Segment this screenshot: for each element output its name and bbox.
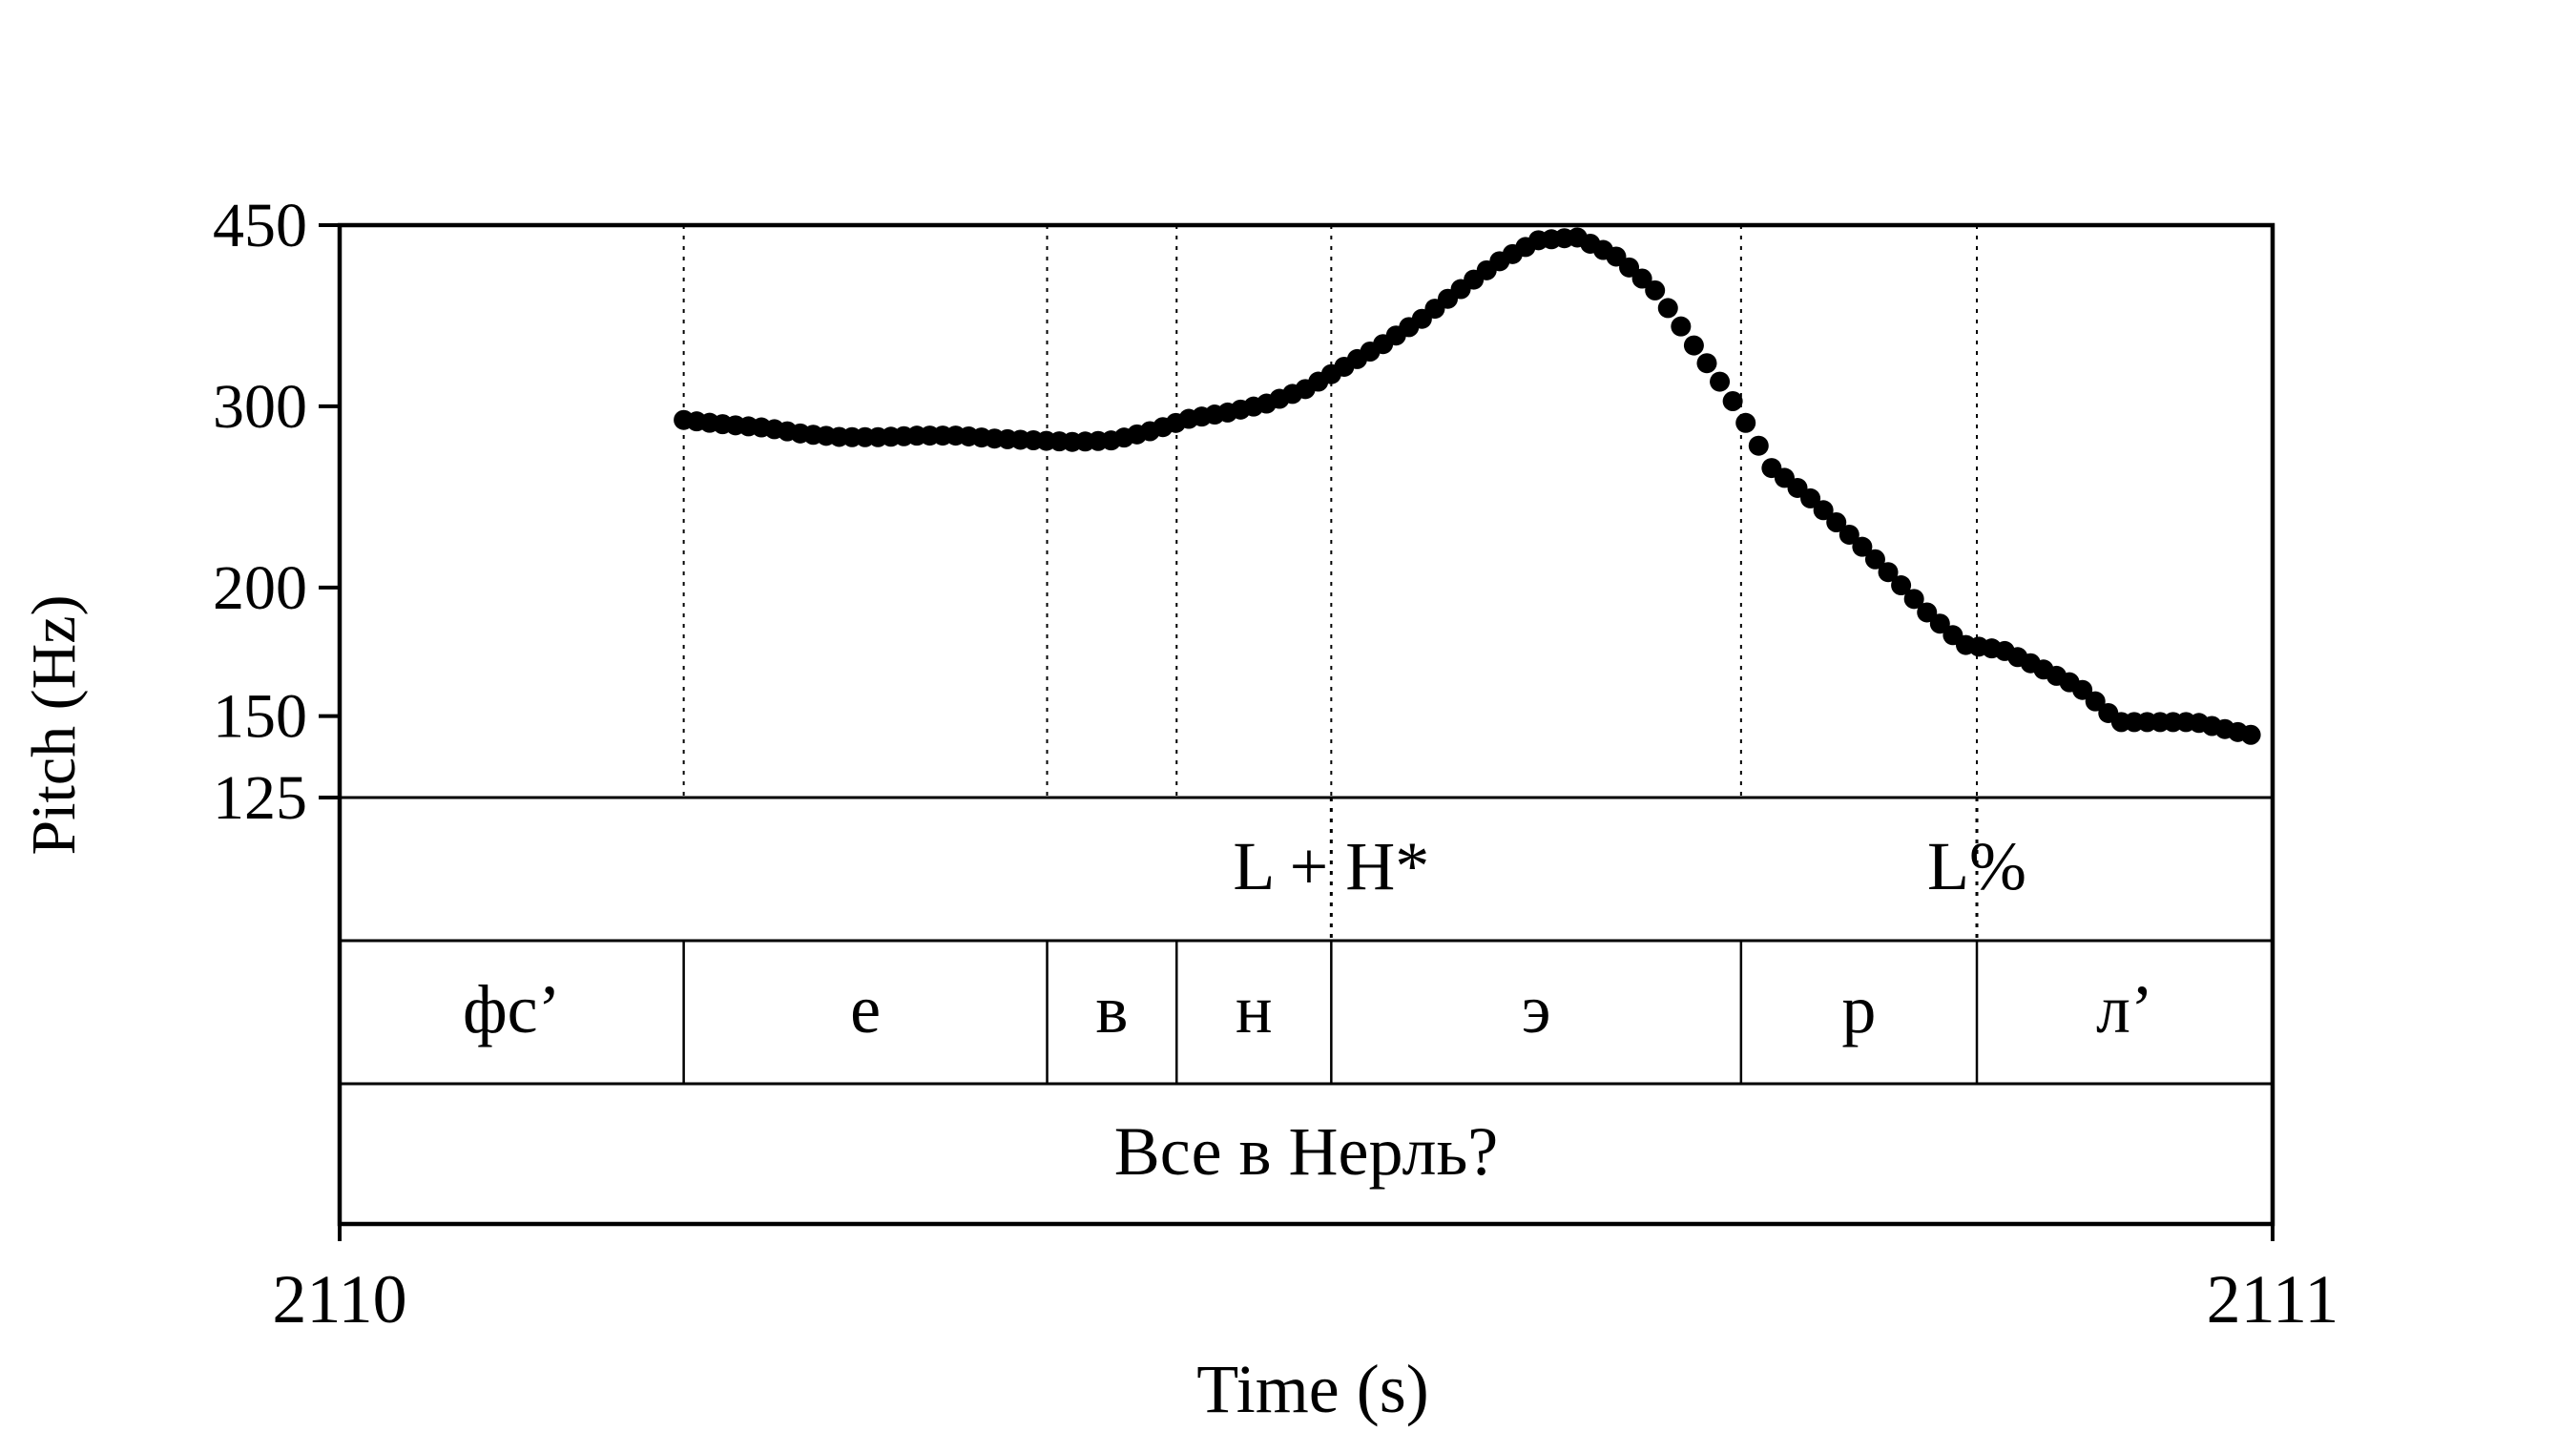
pitch-point (2072, 679, 2093, 700)
pitch-point (1826, 512, 1847, 533)
pitch-point (2240, 724, 2261, 745)
pitch-point (1657, 298, 1678, 319)
segment-label: л’ (2096, 971, 2153, 1047)
segment-label: н (1236, 971, 1273, 1047)
sentence-label: Все в Нерль? (1114, 1113, 1499, 1190)
pitch-point (1671, 316, 1692, 337)
pitch-point (1696, 353, 1717, 374)
y-axis-label: Pitch (Hz) (19, 594, 89, 855)
segment-label: фс’ (463, 971, 561, 1047)
pitch-point (1748, 435, 1769, 456)
plot-area (674, 225, 2261, 798)
pitch-point (1878, 562, 1899, 583)
pitch-point (1852, 536, 1873, 557)
pitch-point (1903, 589, 1924, 610)
y-tick-label: 125 (213, 763, 307, 833)
tone-label: L + H* (1233, 828, 1429, 904)
segment-label: е (850, 971, 881, 1047)
x-axis-label: Time (s) (1196, 1351, 1428, 1427)
pitch-point (1839, 524, 1859, 545)
pitch-point (1929, 613, 1950, 634)
pitch-point (1735, 412, 1756, 433)
segment-label: р (1841, 971, 1876, 1047)
y-tick-label: 200 (213, 553, 307, 623)
y-tick-label: 450 (213, 191, 307, 260)
segment-label: в (1095, 971, 1128, 1047)
x-tick-label: 2110 (272, 1261, 406, 1338)
segment-label: э (1522, 971, 1551, 1047)
pitch-point (1683, 335, 1704, 356)
pitch-point (1813, 500, 1834, 521)
tone-label: L% (1927, 828, 2026, 904)
pitch-point (1645, 280, 1666, 301)
pitch-point (1917, 602, 1938, 623)
pitch-point (1722, 390, 1743, 411)
pitch-point (1891, 575, 1912, 596)
pitch-point (1864, 549, 1885, 570)
pitch-point (1800, 487, 1821, 508)
x-tick-label: 2111 (2207, 1261, 2339, 1338)
y-tick-label: 300 (213, 372, 307, 442)
pitch-point (1631, 268, 1652, 289)
annotation-tiers: L + H* L% фс’ е в н э р л’ Все в Нерль? (340, 796, 2273, 1190)
pitch-point (1710, 371, 1731, 392)
plot-frame (337, 222, 2275, 1227)
pitch-point (2085, 691, 2106, 712)
y-tick-label: 150 (213, 682, 307, 752)
axes: Pitch (Hz) Time (s) 450 300 200 150 125 2110 2… (19, 191, 2338, 1427)
